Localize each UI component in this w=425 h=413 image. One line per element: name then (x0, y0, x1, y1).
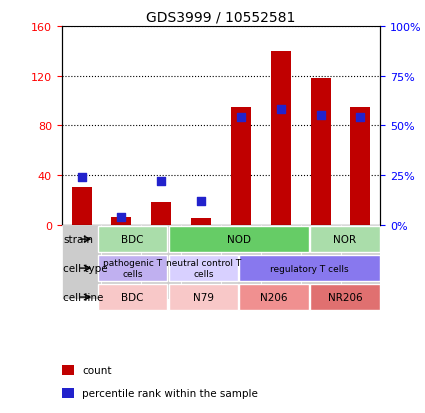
Point (357, 115, 364, 121)
Bar (261, 225, 300, 299)
Bar (62, 27, 102, 225)
Bar (340, 225, 380, 299)
Bar (300, 27, 340, 225)
FancyBboxPatch shape (98, 284, 167, 311)
Text: regulatory T cells: regulatory T cells (270, 264, 349, 273)
Point (78, 174, 85, 181)
FancyBboxPatch shape (310, 226, 380, 252)
Bar (271, 52, 291, 225)
Bar (141, 225, 181, 299)
Bar (62, 366, 74, 375)
Text: pathogenic T
cells: pathogenic T cells (103, 259, 162, 278)
Point (118, 214, 125, 221)
FancyBboxPatch shape (169, 226, 309, 252)
Bar (340, 27, 380, 225)
Bar (62, 388, 74, 398)
Bar (151, 203, 171, 225)
Bar (141, 27, 181, 225)
FancyBboxPatch shape (169, 255, 238, 282)
Bar (351, 107, 371, 225)
Text: BDC: BDC (121, 292, 144, 302)
Bar (71, 188, 91, 225)
FancyBboxPatch shape (310, 284, 380, 311)
Bar (62, 225, 102, 299)
Bar (181, 27, 221, 225)
FancyBboxPatch shape (98, 255, 167, 282)
FancyBboxPatch shape (169, 284, 238, 311)
Bar (231, 107, 251, 225)
Bar (221, 225, 261, 299)
Text: cell line: cell line (63, 292, 104, 302)
Text: N79: N79 (193, 292, 214, 302)
Text: N206: N206 (261, 292, 288, 302)
FancyBboxPatch shape (239, 284, 309, 311)
Point (317, 113, 324, 119)
Text: cell type: cell type (63, 263, 108, 273)
Title: GDS3999 / 10552581: GDS3999 / 10552581 (146, 10, 296, 24)
Text: NOR: NOR (333, 235, 357, 244)
Text: percentile rank within the sample: percentile rank within the sample (82, 388, 258, 398)
Point (158, 178, 164, 185)
Point (278, 107, 284, 114)
FancyBboxPatch shape (239, 255, 380, 282)
Bar (102, 225, 141, 299)
Text: count: count (82, 366, 111, 375)
Point (198, 198, 204, 204)
Text: NR206: NR206 (328, 292, 362, 302)
Bar (181, 225, 221, 299)
Bar (111, 218, 131, 225)
Bar (261, 27, 300, 225)
Text: NOD: NOD (227, 235, 251, 244)
Bar (311, 79, 331, 225)
Text: BDC: BDC (121, 235, 144, 244)
Text: strain: strain (63, 235, 94, 244)
Bar (191, 219, 211, 225)
Bar (102, 27, 141, 225)
Bar (221, 27, 261, 225)
FancyBboxPatch shape (98, 226, 167, 252)
Point (238, 115, 244, 121)
Text: neutral control T
cells: neutral control T cells (166, 259, 241, 278)
Bar (300, 225, 340, 299)
